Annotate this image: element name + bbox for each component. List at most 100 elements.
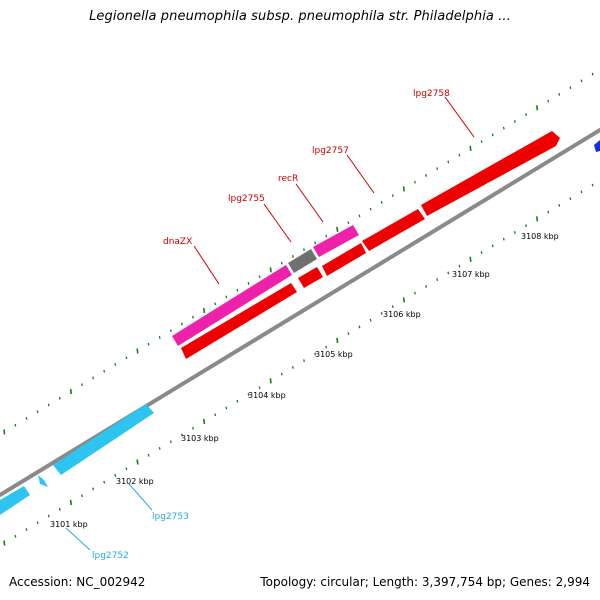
tick-mark — [169, 440, 172, 444]
tick-mark — [491, 133, 494, 137]
tick-mark — [447, 271, 450, 275]
accession-text: Accession: NC_002942 — [9, 575, 146, 589]
tick-mark — [336, 337, 339, 343]
tick-mark — [236, 399, 239, 403]
tick-mark — [525, 224, 527, 228]
gene-red-inner-3[interactable] — [322, 243, 366, 276]
tick-mark — [436, 278, 439, 282]
tick-mark — [469, 145, 472, 151]
tick-mark — [513, 231, 516, 234]
gene-red-inner-2[interactable] — [298, 267, 323, 288]
tick-mark — [192, 315, 194, 319]
tick-mark — [225, 295, 228, 299]
tick-mark — [291, 366, 294, 369]
tick-mark — [114, 363, 117, 366]
tick-mark — [558, 203, 561, 207]
tick-mark — [558, 92, 561, 96]
tick-mark — [92, 487, 95, 491]
tick-mark — [136, 348, 139, 354]
tick-mark — [580, 79, 583, 83]
tick-label-3103: 3103 kbp — [181, 434, 219, 443]
map-title: Legionella pneumophila subsp. pneumophil… — [89, 9, 511, 24]
tick-mark — [380, 201, 383, 204]
tick-mark — [469, 256, 472, 262]
leader-recr — [295, 183, 324, 223]
gene-label-lpg2752[interactable]: lpg2752 — [92, 551, 129, 561]
tick-mark — [314, 241, 317, 245]
tick-mark — [225, 406, 228, 410]
tick-mark — [169, 329, 172, 333]
tick-mark — [391, 305, 394, 309]
tick-mark — [14, 534, 17, 538]
leader-lpg2757 — [346, 154, 375, 194]
tick-labels: 3101 kbp 3102 kbp 3103 kbp 3104 kbp 3105… — [50, 232, 559, 529]
tick-mark — [303, 248, 305, 252]
tick-mark — [402, 297, 405, 303]
tick-mark — [369, 318, 372, 322]
gene-label-dnazx[interactable]: dnaZX — [163, 237, 192, 247]
tick-mark — [258, 386, 261, 390]
gene-label-lpg2753[interactable]: lpg2753 — [152, 512, 189, 522]
tick-mark — [280, 372, 283, 376]
gene-labels: lpg2758 lpg2757 recR lpg2755 dnaZX lpg27… — [92, 89, 450, 561]
gene-lpg2757[interactable] — [362, 209, 425, 251]
gene-red-inner-1[interactable] — [181, 283, 297, 359]
tick-mark — [3, 540, 6, 546]
gene-lpg2758[interactable] — [421, 131, 560, 216]
tick-mark — [391, 194, 394, 198]
leader-lpg2752 — [65, 527, 91, 551]
label-leaders — [65, 96, 475, 551]
gene-label-lpg2757[interactable]: lpg2757 — [312, 146, 349, 156]
gene-label-lpg2755[interactable]: lpg2755 — [228, 194, 265, 204]
tick-mark — [25, 528, 28, 531]
gene-lpg2752[interactable] — [0, 486, 30, 515]
tick-mark — [147, 453, 150, 457]
tick-mark — [447, 160, 450, 164]
tick-mark — [269, 378, 272, 384]
tick-mark — [314, 352, 317, 356]
tick-mark — [36, 410, 39, 414]
tick-mark — [247, 282, 250, 285]
tick-mark — [513, 120, 516, 123]
tick-mark — [269, 267, 272, 273]
gene-small-cyan[interactable] — [38, 475, 48, 487]
tick-mark — [81, 383, 83, 387]
gene-recr[interactable] — [288, 249, 317, 273]
tick-mark — [547, 99, 550, 103]
tick-mark — [69, 499, 72, 506]
tick-mark — [214, 413, 217, 417]
inner-track-genes — [0, 243, 366, 515]
tick-mark — [158, 447, 161, 450]
tick-mark — [103, 369, 106, 373]
tick-mark — [192, 426, 194, 430]
tick-mark — [103, 480, 106, 484]
tick-mark — [58, 507, 61, 511]
tick-mark — [125, 356, 128, 360]
tick-mark — [69, 388, 72, 395]
tick-mark — [180, 322, 183, 326]
genome-backbone — [0, 128, 600, 497]
tick-mark — [458, 264, 461, 268]
tick-mark — [258, 275, 261, 279]
gene-lpg2753[interactable] — [53, 404, 154, 475]
tick-mark — [136, 459, 139, 465]
tick-label-3101: 3101 kbp — [50, 520, 88, 529]
gene-blue-edge[interactable] — [594, 140, 600, 152]
tick-mark — [58, 396, 61, 400]
gene-label-lpg2758[interactable]: lpg2758 — [413, 89, 450, 99]
gene-dnazx[interactable] — [172, 265, 292, 346]
tick-mark — [280, 261, 283, 265]
tick-mark — [81, 494, 83, 498]
tick-mark — [203, 307, 206, 314]
genome-summary-text: Topology: circular; Length: 3,397,754 bp… — [260, 575, 590, 589]
tick-mark — [325, 234, 328, 238]
tick-label-3108: 3108 kbp — [521, 232, 559, 241]
tick-label-3104: 3104 kbp — [248, 391, 286, 400]
tick-mark — [203, 418, 206, 425]
tick-mark — [358, 325, 361, 329]
tick-mark — [525, 113, 527, 117]
gene-label-recr[interactable]: recR — [278, 174, 298, 184]
gene-lpg2755[interactable] — [313, 225, 359, 257]
leader-lpg2755 — [263, 203, 292, 243]
